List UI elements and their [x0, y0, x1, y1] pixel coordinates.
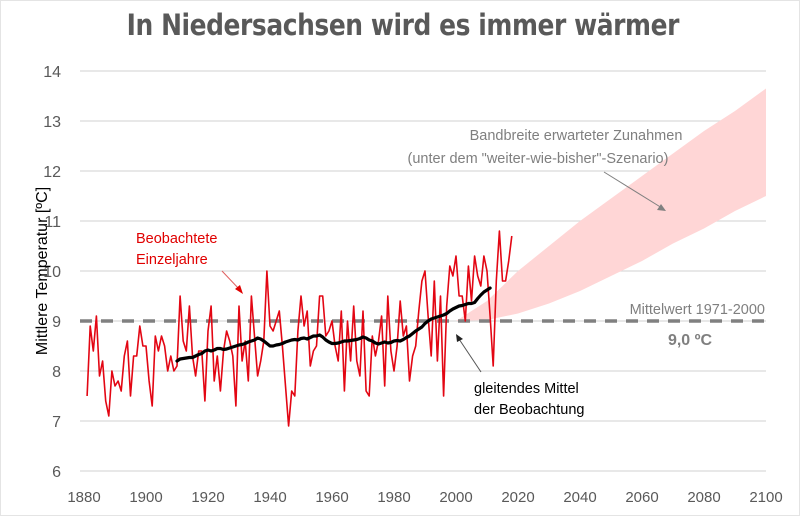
y-tick-label: 7 [52, 414, 61, 431]
y-tick-label: 11 [44, 214, 61, 231]
moving-average-arrow-head [456, 334, 463, 342]
band-arrow-head [657, 204, 666, 211]
y-tick-label: 9 [52, 314, 61, 331]
x-tick-label: 1880 [67, 489, 100, 506]
projection-band-area [456, 88, 766, 321]
moving-average-line [175, 286, 492, 363]
band-label-line2: (unter dem "weiter-wie-bisher"-Szenario) [408, 151, 669, 167]
x-tick-label: 2060 [625, 489, 658, 506]
x-tick-label: 1900 [129, 489, 162, 506]
y-tick-label: 8 [52, 364, 61, 381]
observed-label-line1: Beobachtete [136, 231, 217, 247]
moving-average-arrow [458, 338, 482, 373]
moving-average-label-line2: der Beobachtung [474, 402, 584, 418]
y-tick-label: 6 [52, 464, 61, 481]
moving-average-label-line1: gleitendes Mittel [474, 381, 579, 397]
observed-arrow [221, 270, 241, 291]
x-tick-label: 1920 [191, 489, 224, 506]
band-arrow [603, 171, 663, 209]
x-tick-label: 2040 [563, 489, 596, 506]
reference-label: Mittelwert 1971-2000 [630, 302, 765, 318]
x-tick-label: 2100 [749, 489, 782, 506]
band-label-line1: Bandbreite erwarteter Zunahmen [470, 128, 683, 144]
x-tick-label: 1980 [377, 489, 410, 506]
chart-title: In Niedersachsen wird es immer wärmer [126, 8, 680, 42]
projection-band [456, 88, 766, 321]
reference-value-label: 9,0 ºC [668, 332, 713, 349]
x-axis-ticks: 1880 1900 1920 1940 1960 1980 2000 2020 2040 2060… [67, 489, 782, 506]
y-tick-label: 14 [43, 64, 61, 81]
x-tick-label: 2080 [687, 489, 720, 506]
moving-average-series [175, 286, 492, 363]
observed-arrow-head [235, 285, 243, 294]
x-tick-label: 2020 [501, 489, 534, 506]
x-tick-label: 2000 [439, 489, 472, 506]
x-tick-label: 1940 [253, 489, 286, 506]
y-tick-label: 10 [43, 264, 61, 281]
observed-label-line2: Einzeljahre [136, 252, 208, 268]
y-tick-label: 12 [43, 164, 61, 181]
y-tick-label: 13 [43, 114, 61, 131]
y-axis-ticks: 6 7 8 9 10 11 12 13 14 [43, 64, 61, 481]
x-tick-label: 1960 [315, 489, 348, 506]
observed-line [86, 230, 513, 427]
y-axis-label: Mittlere Temperatur [ºC] [34, 187, 51, 355]
